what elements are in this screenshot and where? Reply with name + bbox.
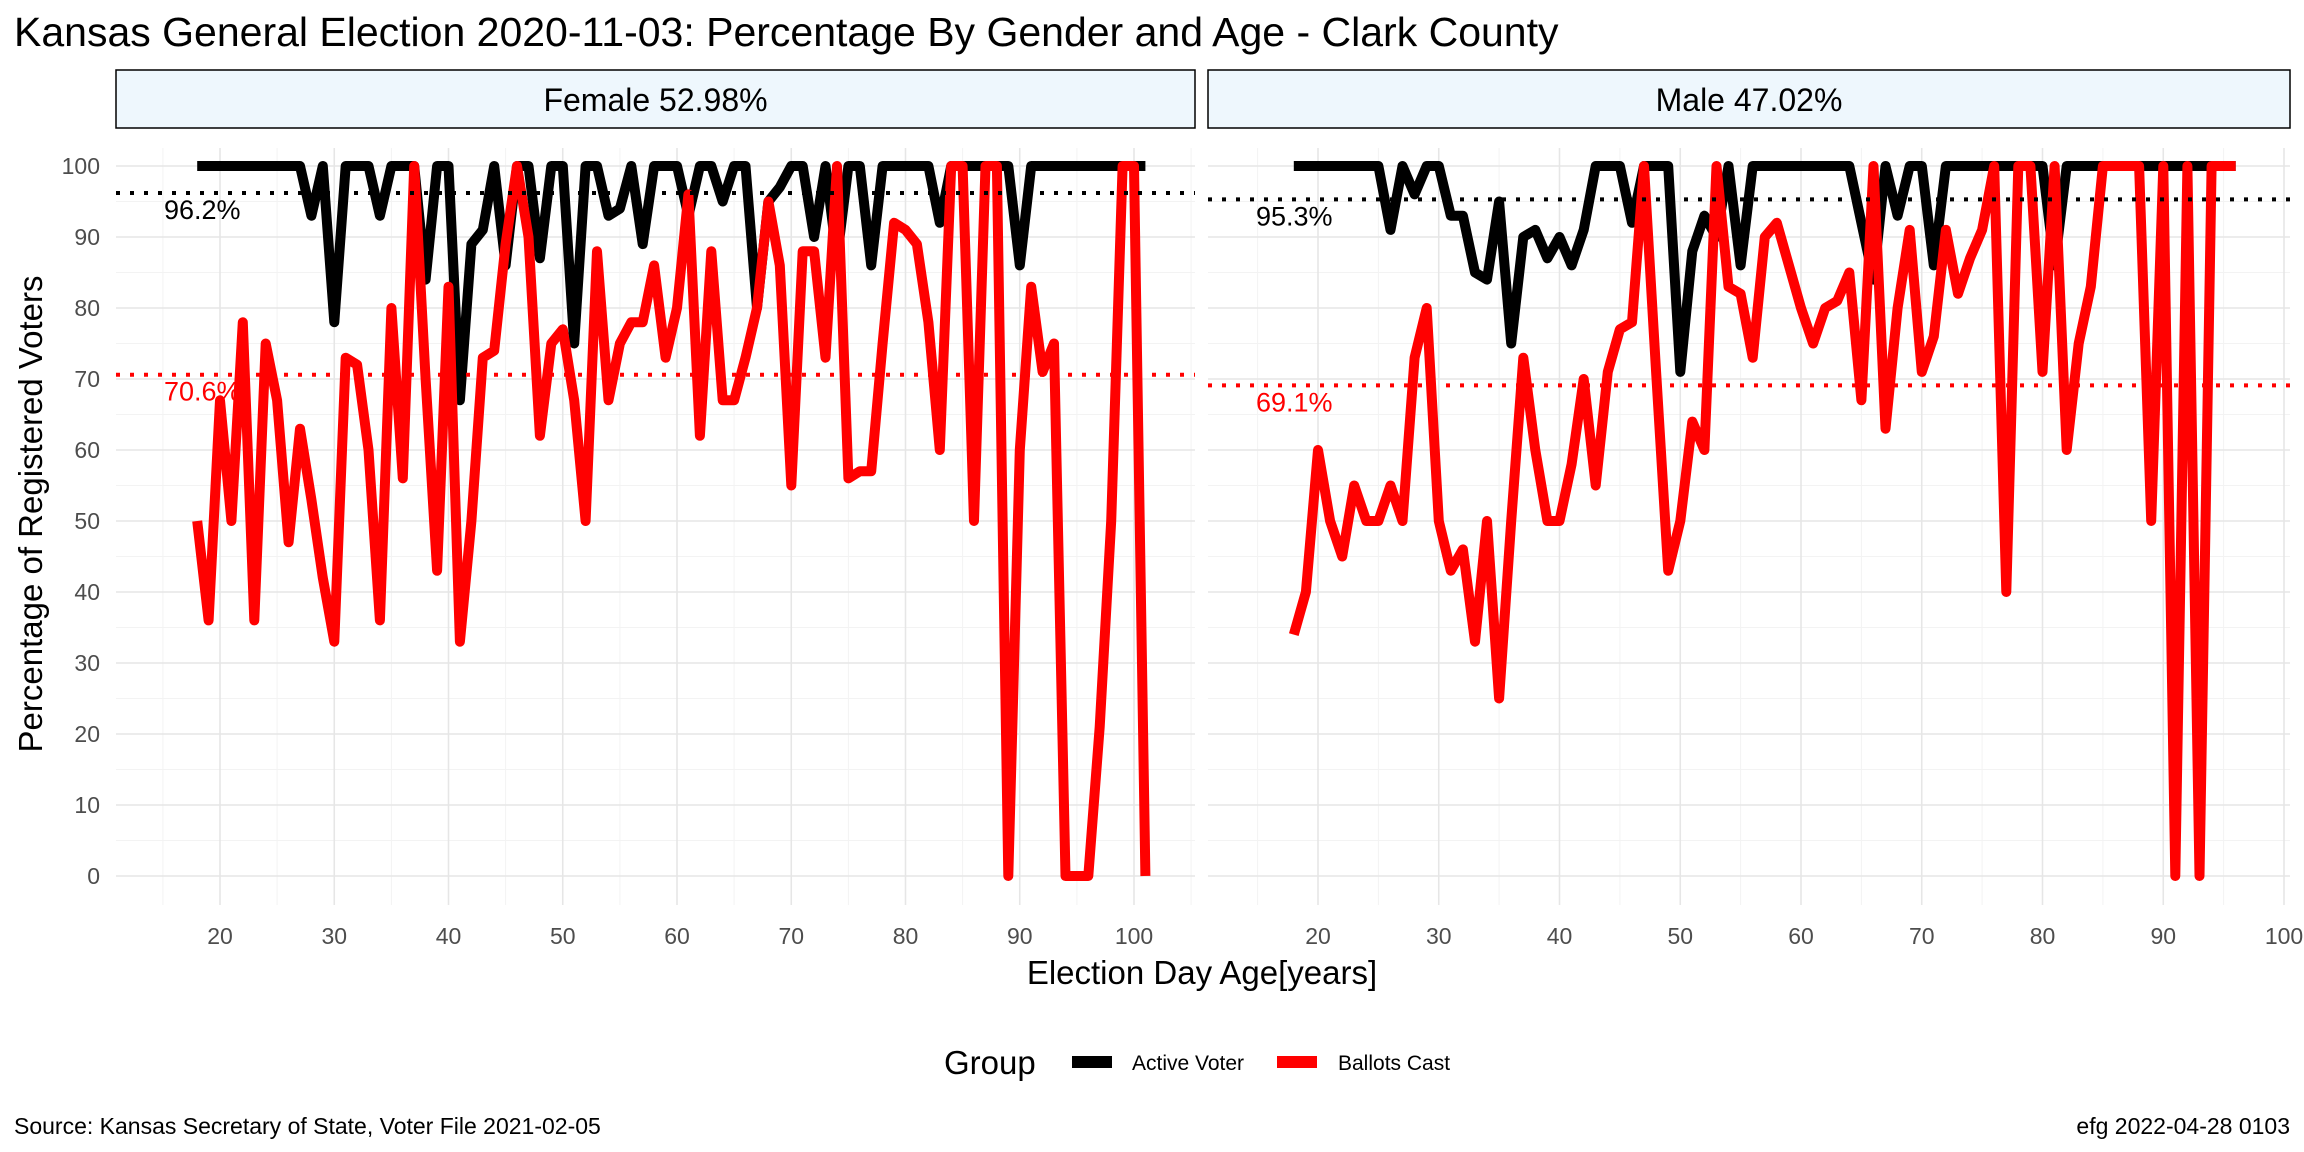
- legend-label-active-voter: Active Voter: [1132, 1052, 1244, 1075]
- series-line-ballots-cast: [1288, 161, 2236, 881]
- panel-strip: [1207, 69, 2291, 129]
- mean-label-ballots-cast: 69.1%: [1256, 387, 1333, 417]
- x-tick-label: 70: [778, 923, 804, 949]
- panel-strip-label: Female 52.98%: [543, 82, 767, 118]
- x-tick-label: 30: [321, 923, 347, 949]
- y-tick-label: 30: [74, 650, 100, 676]
- y-tick-label: 0: [87, 863, 100, 889]
- x-tick-label: 90: [2150, 923, 2176, 949]
- x-axis-title: Election Day Age[years]: [1027, 954, 1377, 991]
- x-tick-label: 100: [2265, 923, 2303, 949]
- caption-source: Source: Kansas Secretary of State, Voter…: [14, 1113, 601, 1139]
- y-tick-label: 100: [62, 153, 100, 179]
- y-tick-label: 70: [74, 366, 100, 392]
- panel-male: Male 47.02% 20 30 40 50 60 70 80 90 100 95.3% 69.1%: [1207, 69, 2303, 949]
- x-tick-label: 30: [1426, 923, 1452, 949]
- x-tick-label: 50: [1667, 923, 1693, 949]
- panel-strip: [115, 69, 1196, 129]
- mean-label-ballots-cast: 70.6%: [164, 377, 241, 407]
- y-tick-label: 50: [74, 508, 100, 534]
- y-tick-label: 60: [74, 437, 100, 463]
- series-line-ballots-cast: [192, 161, 1151, 881]
- y-tick-label: 10: [74, 792, 100, 818]
- legend-title: Group: [944, 1044, 1036, 1081]
- x-tick-label: 20: [207, 923, 233, 949]
- caption-credit: efg 2022-04-28 0103: [2076, 1113, 2290, 1139]
- y-axis-title: Percentage of Registered Voters: [12, 276, 49, 753]
- y-tick-label: 80: [74, 295, 100, 321]
- x-tick-label: 90: [1007, 923, 1033, 949]
- panel-strip-label: Male 47.02%: [1656, 82, 1843, 118]
- x-tick-label: 40: [1547, 923, 1573, 949]
- panels: Female 52.98% 0 10 20 30 40 50 60 70 80 90 100 20 30 4…: [62, 69, 2303, 949]
- mean-label-active-voter: 95.3%: [1256, 201, 1333, 231]
- chart-title: Kansas General Election 2020-11-03: Perc…: [14, 9, 1559, 55]
- x-tick-label: 20: [1305, 923, 1331, 949]
- x-tick-label: 60: [664, 923, 690, 949]
- y-tick-label: 40: [74, 579, 100, 605]
- x-tick-label: 50: [550, 923, 576, 949]
- legend: Group Active Voter Ballots Cast: [944, 1044, 1450, 1081]
- x-tick-label: 80: [2030, 923, 2056, 949]
- panel-female: Female 52.98% 0 10 20 30 40 50 60 70 80 90 100 20 30 4…: [62, 69, 1196, 949]
- series-line-active-voter: [1293, 161, 2236, 377]
- x-tick-label: 60: [1788, 923, 1814, 949]
- y-tick-label: 20: [74, 721, 100, 747]
- x-tick-label: 80: [893, 923, 919, 949]
- legend-label-ballots-cast: Ballots Cast: [1338, 1052, 1450, 1075]
- x-tick-label: 100: [1115, 923, 1153, 949]
- x-tick-label: 40: [436, 923, 462, 949]
- mean-label-active-voter: 96.2%: [164, 195, 241, 225]
- y-tick-label: 90: [74, 224, 100, 250]
- x-tick-label: 70: [1909, 923, 1935, 949]
